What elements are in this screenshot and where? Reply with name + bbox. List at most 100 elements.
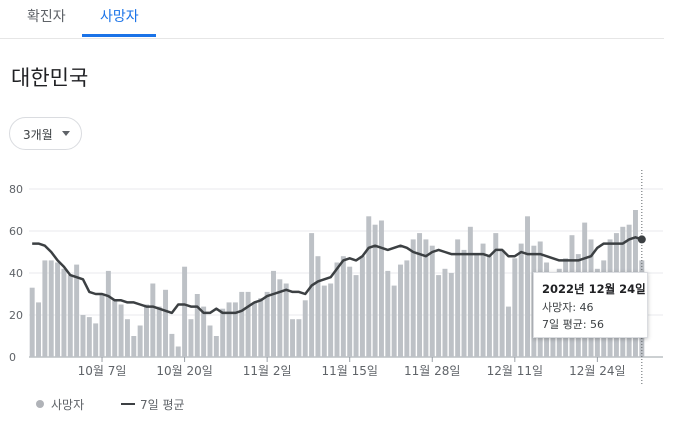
bar <box>277 279 283 357</box>
bar <box>518 243 524 357</box>
bar <box>499 249 505 357</box>
bar <box>398 264 403 357</box>
bar <box>467 226 473 357</box>
x-tick-label: 10월 20일 <box>156 364 212 378</box>
y-tick-label: 20 <box>9 309 23 322</box>
bar <box>48 260 54 357</box>
bar <box>169 333 175 357</box>
bar <box>245 291 251 357</box>
bar <box>328 283 334 357</box>
bar <box>201 306 207 357</box>
tooltip-average: 7일 평균: 56 <box>542 318 605 331</box>
x-tick-label: 11월 15일 <box>321 364 377 378</box>
bar <box>112 300 118 357</box>
bar <box>213 336 219 357</box>
bar <box>264 291 270 357</box>
bar <box>417 233 423 357</box>
bar <box>486 256 492 357</box>
bar <box>105 270 111 357</box>
bar <box>251 302 257 357</box>
legend-line-label: 7일 평균 <box>140 398 185 412</box>
bar <box>93 323 99 357</box>
x-tick-label: 11월 28일 <box>404 364 460 378</box>
x-tick-label: 11월 2일 <box>243 364 292 378</box>
bar <box>334 262 340 357</box>
bar <box>67 275 73 357</box>
bar <box>188 319 194 357</box>
bar <box>404 260 410 357</box>
bar <box>232 302 238 357</box>
bar <box>423 239 429 357</box>
tooltip-date: 2022년 12월 24일 <box>542 282 646 296</box>
y-tick-label: 80 <box>9 183 23 196</box>
bar <box>156 306 162 357</box>
bar <box>505 306 511 357</box>
legend-bars-label: 사망자 <box>51 398 85 412</box>
chart-x-ticks: 10월 7일 10월 20일 11월 2일 11월 15일 11월 28일 12월 11일… <box>78 357 626 378</box>
bar <box>436 275 442 357</box>
bar <box>525 216 530 357</box>
bar <box>512 258 518 357</box>
average-line <box>32 236 643 315</box>
bar <box>194 294 200 357</box>
bar <box>448 273 454 357</box>
region-title: 대한민국 <box>11 66 89 90</box>
y-tick-label: 60 <box>9 225 23 238</box>
bar <box>80 315 86 357</box>
bar <box>296 319 302 357</box>
x-tick-label: 12월 11일 <box>487 364 543 378</box>
bar <box>410 239 416 357</box>
bar <box>99 294 105 357</box>
legend-bar-swatch <box>36 400 44 408</box>
bar <box>175 346 181 357</box>
legend-line-swatch <box>121 403 135 405</box>
bar <box>283 283 289 357</box>
bar <box>461 249 467 357</box>
range-selector-label: 3개월 <box>23 128 53 142</box>
hover-point <box>637 235 646 244</box>
bar <box>271 270 276 357</box>
bar <box>340 256 346 357</box>
bar <box>429 245 435 357</box>
bar <box>207 325 213 357</box>
bar <box>137 325 143 357</box>
caret-down-icon <box>62 131 70 136</box>
bar <box>455 239 461 357</box>
bar <box>372 224 378 357</box>
bar <box>353 275 359 357</box>
bar <box>258 298 264 357</box>
bar <box>86 317 92 357</box>
bar <box>36 302 42 357</box>
bar <box>474 254 480 357</box>
bar <box>61 268 67 357</box>
bar <box>42 260 48 357</box>
x-tick-label: 10월 7일 <box>78 364 127 378</box>
bar <box>315 256 321 357</box>
y-tick-label: 0 <box>9 351 16 364</box>
bar <box>124 319 130 357</box>
bar <box>290 319 296 357</box>
bar <box>366 216 372 357</box>
bar <box>442 268 448 357</box>
bar <box>378 220 384 357</box>
bar <box>391 285 397 357</box>
chart-line <box>32 236 643 315</box>
range-selector-button[interactable]: 3개월 <box>9 117 82 150</box>
active-tab-indicator <box>82 34 156 37</box>
chart-tooltip: 2022년 12월 24일 사망자: 46 7일 평균: 56 <box>533 272 648 338</box>
tooltip-deaths: 사망자: 46 <box>542 301 594 314</box>
bar <box>385 270 391 357</box>
bar <box>359 256 365 357</box>
bar <box>55 262 61 357</box>
bar <box>321 285 327 357</box>
tab-bar: 확진자 사망자 <box>0 0 664 39</box>
bar <box>239 291 245 357</box>
bar <box>226 302 232 357</box>
bar <box>347 266 353 357</box>
bar <box>302 300 308 357</box>
tab-deaths[interactable]: 사망자 <box>100 9 139 25</box>
bar <box>480 243 486 357</box>
bar <box>182 266 188 357</box>
tab-confirmed-cases[interactable]: 확진자 <box>27 9 66 25</box>
y-tick-label: 40 <box>9 267 23 280</box>
